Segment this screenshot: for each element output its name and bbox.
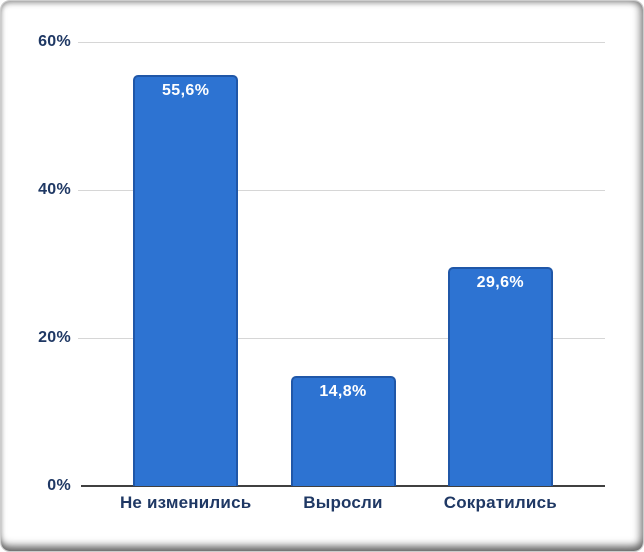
bar-value-label: 55,6%	[161, 81, 210, 99]
x-category-label: Не изменились	[119, 493, 252, 512]
y-tick-label: 40%	[38, 181, 71, 198]
x-category-label: Выросли	[303, 493, 383, 512]
gridline	[78, 190, 605, 191]
x-axis-line	[81, 485, 605, 487]
x-category-label: Сократились	[443, 493, 557, 512]
bar: 14,8%	[290, 376, 396, 486]
bar: 55,6%	[133, 74, 239, 486]
bar: 29,6%	[447, 266, 553, 486]
y-tick-label: 20%	[38, 329, 71, 346]
gridline	[78, 42, 605, 43]
y-tick-label: 0%	[47, 477, 71, 494]
y-tick-label: 60%	[38, 33, 71, 50]
gridline	[78, 338, 605, 339]
bar-value-label: 29,6%	[476, 273, 525, 291]
bar-value-label: 14,8%	[319, 383, 367, 401]
